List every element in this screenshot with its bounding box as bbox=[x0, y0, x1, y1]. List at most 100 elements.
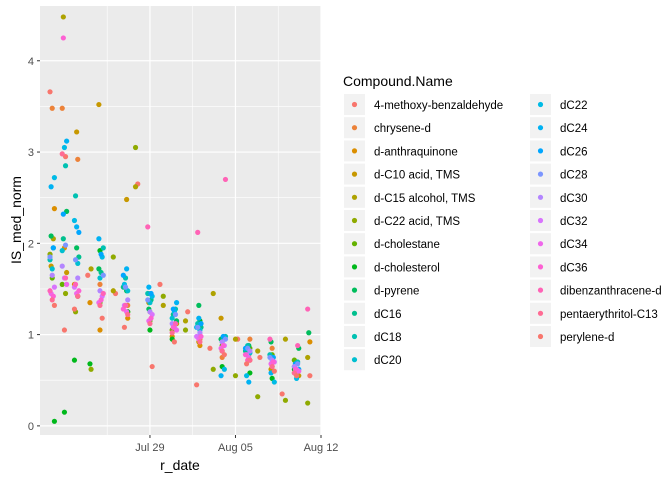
data-point bbox=[160, 293, 166, 299]
data-point bbox=[293, 373, 300, 379]
plot-panel bbox=[40, 6, 321, 435]
data-point bbox=[49, 105, 55, 111]
legend-key-point bbox=[537, 171, 544, 177]
data-point bbox=[306, 330, 312, 336]
data-point bbox=[60, 236, 66, 242]
legend-entry: d-cholesterol bbox=[344, 256, 440, 278]
data-point bbox=[305, 354, 311, 361]
data-point bbox=[132, 184, 139, 190]
data-point bbox=[197, 339, 203, 345]
legend-key-point bbox=[351, 194, 358, 200]
legend-entry: dC36 bbox=[530, 256, 588, 278]
data-point bbox=[218, 315, 224, 321]
data-point bbox=[305, 400, 311, 406]
data-point bbox=[305, 306, 311, 312]
data-point bbox=[51, 418, 58, 424]
legend: 4-methoxy-benzaldehyde chrysene-d d-anthra… bbox=[344, 94, 662, 371]
legend-label: dC20 bbox=[374, 355, 402, 367]
data-point bbox=[76, 288, 82, 294]
data-point bbox=[210, 290, 216, 297]
data-point bbox=[97, 281, 103, 287]
data-point bbox=[279, 391, 285, 397]
legend-label: d-anthraquinone bbox=[374, 146, 458, 158]
data-point bbox=[145, 224, 151, 230]
data-point bbox=[147, 327, 153, 333]
legend-entry: dC34 bbox=[530, 233, 588, 255]
legend-entry: perylene-d bbox=[530, 326, 614, 347]
data-point bbox=[125, 315, 131, 321]
data-point bbox=[64, 138, 70, 144]
data-point bbox=[218, 373, 224, 379]
legend-label: dC16 bbox=[374, 309, 402, 321]
data-point bbox=[271, 379, 277, 385]
data-point bbox=[72, 281, 79, 287]
data-point bbox=[247, 336, 253, 342]
x-tick-label: Aug 05 bbox=[218, 442, 253, 454]
y-tick-label: 4 bbox=[28, 56, 34, 68]
data-point bbox=[75, 275, 81, 281]
legend-label: perylene-d bbox=[560, 332, 614, 344]
data-point bbox=[148, 290, 154, 297]
legend-key-point bbox=[537, 217, 544, 224]
legend-key-point bbox=[537, 287, 544, 293]
data-point bbox=[75, 156, 81, 162]
data-point bbox=[76, 229, 82, 235]
data-point bbox=[47, 254, 53, 260]
data-point bbox=[195, 324, 201, 330]
legend-key-point bbox=[351, 287, 358, 293]
data-point bbox=[146, 284, 152, 290]
legend-key-point bbox=[351, 333, 358, 340]
data-point bbox=[160, 302, 166, 308]
legend-key-point bbox=[537, 264, 544, 270]
data-point bbox=[267, 336, 273, 342]
data-point bbox=[196, 302, 202, 308]
legend-label: pentaerythritol-C13 bbox=[560, 309, 658, 321]
data-point bbox=[295, 342, 301, 349]
legend-label: d-C22 acid, TMS bbox=[374, 216, 460, 228]
data-point bbox=[243, 361, 250, 367]
y-axis-ticks: 0 1 2 3 4 bbox=[28, 56, 40, 433]
legend-key-point bbox=[537, 148, 544, 154]
data-point bbox=[148, 315, 154, 321]
legend-entry: d-C15 alcohol, TMS bbox=[344, 186, 476, 208]
data-point bbox=[307, 373, 313, 379]
data-point bbox=[72, 257, 79, 263]
legend-key-point bbox=[351, 310, 358, 316]
series-group bbox=[51, 302, 300, 388]
data-point bbox=[96, 101, 102, 108]
data-point bbox=[59, 151, 65, 157]
grid-layer bbox=[40, 6, 322, 435]
data-point bbox=[100, 290, 106, 297]
data-point bbox=[85, 272, 91, 278]
data-point bbox=[51, 284, 58, 290]
data-point bbox=[64, 281, 70, 287]
data-point bbox=[49, 297, 55, 303]
legend-label: dC36 bbox=[560, 262, 588, 274]
data-point bbox=[124, 266, 130, 272]
legend-key-point bbox=[351, 241, 358, 247]
data-point bbox=[125, 311, 131, 318]
legend-label: dibenzanthracene-d bbox=[560, 286, 662, 298]
data-point bbox=[125, 297, 131, 303]
legend-key-point bbox=[537, 125, 544, 131]
legend-key-point bbox=[351, 125, 358, 131]
legend-entry: dC32 bbox=[530, 210, 588, 231]
points-layer bbox=[47, 14, 313, 424]
data-point bbox=[50, 245, 56, 251]
data-point bbox=[51, 206, 58, 212]
data-point bbox=[307, 339, 313, 345]
data-point bbox=[64, 269, 70, 276]
legend-label: dC24 bbox=[560, 123, 588, 135]
x-tick-label: Jul 29 bbox=[135, 442, 164, 454]
legend-entry: d-C10 acid, TMS bbox=[344, 163, 460, 185]
data-point bbox=[47, 89, 53, 95]
data-point bbox=[255, 348, 261, 354]
y-tick-label: 3 bbox=[28, 147, 34, 159]
legend-label: dC22 bbox=[560, 100, 588, 112]
legend-label: dC18 bbox=[374, 332, 402, 344]
data-point bbox=[269, 345, 275, 351]
data-point bbox=[48, 184, 54, 190]
data-point bbox=[185, 309, 191, 315]
legend-label: 4-methoxy-benzaldehyde bbox=[374, 100, 503, 112]
data-point bbox=[122, 302, 129, 308]
